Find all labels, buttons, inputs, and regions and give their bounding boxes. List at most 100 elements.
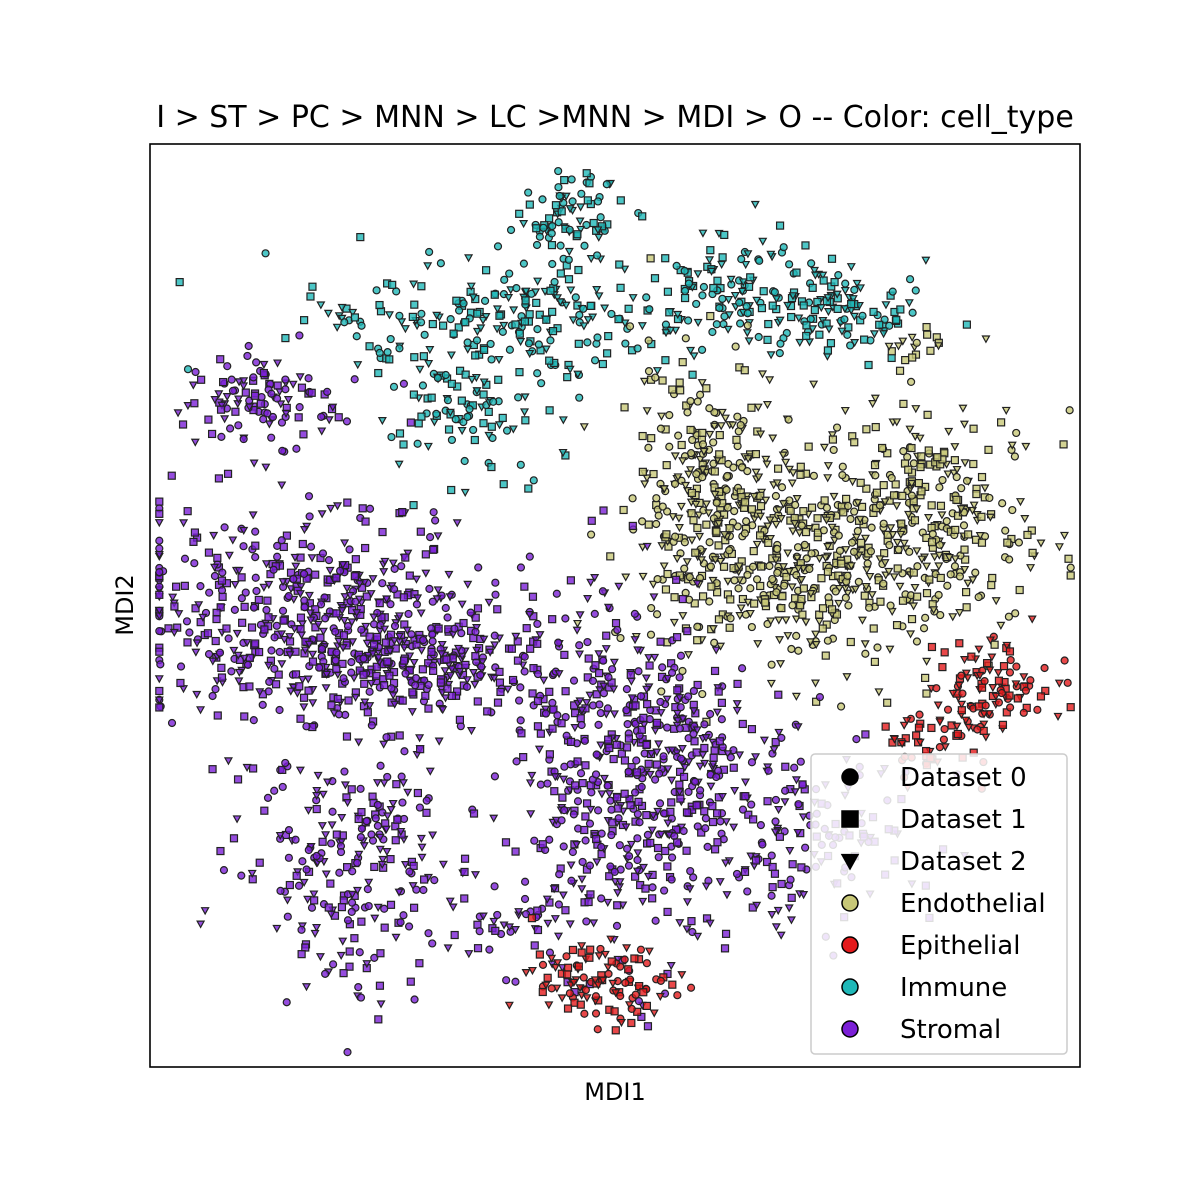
data-point [1027,615,1037,624]
data-point [917,452,926,461]
data-point [667,853,677,862]
data-point [892,315,901,324]
data-point [360,698,370,707]
data-point [747,505,757,514]
data-point [365,342,374,351]
data-point [333,694,342,704]
data-point [474,563,483,572]
data-point [367,830,376,839]
data-point [306,542,316,551]
data-point [574,265,583,275]
data-point [667,776,677,785]
data-point [312,786,322,796]
data-point [634,667,643,676]
data-point [532,298,541,307]
data-point [856,478,865,487]
data-point [347,898,357,907]
data-point [1066,563,1075,572]
data-point [602,180,611,189]
data-point [888,531,898,540]
data-point [935,483,944,492]
data-point [653,807,663,817]
data-point [788,527,798,536]
data-point [205,588,214,597]
data-point [898,596,908,605]
data-point [797,863,806,872]
data-point [592,858,602,867]
data-point [579,322,589,331]
data-point [912,731,921,740]
data-point [604,332,613,341]
data-point [573,230,582,239]
data-point [433,373,442,383]
data-point [885,645,895,654]
data-point [610,867,619,876]
data-point [607,830,616,840]
data-point [807,503,817,512]
data-point [743,467,752,476]
data-point [443,613,452,622]
data-point [744,810,753,819]
data-point [459,299,468,308]
data-point [771,520,781,529]
data-point [655,799,665,808]
data-point [471,351,480,360]
data-point [831,587,840,596]
legend-marker [841,894,859,912]
data-point [546,336,555,345]
data-point [406,977,415,986]
data-point [943,470,953,479]
data-point [304,591,314,601]
data-point [579,973,588,982]
data-point [698,592,708,601]
data-point [818,271,828,280]
data-point [265,677,274,686]
data-point [263,596,272,605]
data-point [642,407,652,416]
data-point [291,670,301,679]
data-point [642,740,651,749]
data-point [603,603,613,612]
data-point [670,452,680,461]
data-point [701,824,710,833]
data-point [644,336,653,345]
data-point [791,615,801,624]
data-point [396,918,405,927]
data-point [513,637,522,646]
data-point [948,689,958,698]
data-point [559,775,569,784]
data-point [553,932,564,941]
data-point [707,267,717,276]
data-point [747,725,757,734]
data-point [743,250,753,259]
data-point [907,333,917,342]
data-point [969,424,978,433]
data-point [955,639,964,648]
data-point [736,319,745,328]
data-point [790,519,800,529]
data-point [753,640,763,649]
data-point [612,793,622,802]
data-point [299,878,309,888]
data-point [561,301,571,310]
data-point [1053,712,1063,721]
data-point [318,837,327,846]
data-point [404,922,414,931]
data-point [463,412,472,422]
data-point [278,606,288,615]
data-point [451,415,460,424]
data-point [527,771,537,781]
data-point [661,320,671,329]
data-point [773,568,782,577]
data-point [461,370,470,379]
data-point [511,632,521,641]
data-point [369,640,379,649]
data-point [901,355,910,365]
data-point [744,337,754,346]
data-point [189,537,198,546]
data-point [578,857,587,867]
data-point [752,296,762,305]
data-point [500,275,509,284]
data-point [392,780,401,789]
data-point [303,895,313,904]
